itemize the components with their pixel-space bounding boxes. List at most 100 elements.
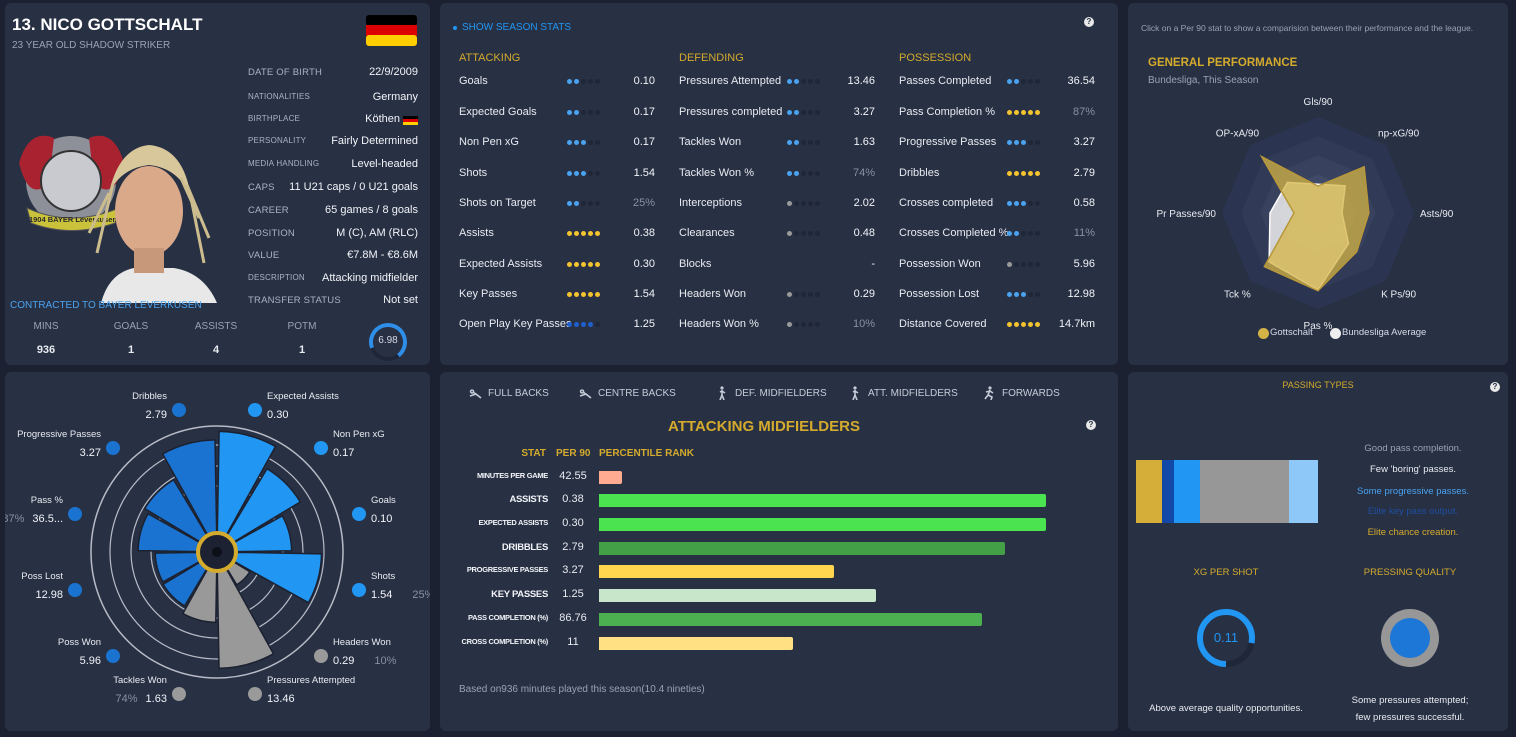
stat-label[interactable]: Expected Assists (459, 258, 543, 270)
rating-dot (595, 262, 600, 267)
germany-flag-icon (366, 15, 417, 46)
help-icon[interactable]: ? (1490, 382, 1500, 392)
role-tab[interactable]: FULL BACKS (468, 386, 549, 400)
stat-value: - (871, 258, 875, 270)
stat-label[interactable]: Tackles Won (679, 136, 742, 148)
rating-dot (1021, 79, 1026, 84)
stat-label[interactable]: Passes Completed (899, 75, 992, 87)
radar-axis-label[interactable]: Pas % (1304, 321, 1333, 332)
stat-rating-dots (787, 79, 822, 85)
pizza-legend-dot[interactable] (313, 441, 328, 456)
radar-axis-label[interactable]: K Ps/90 (1381, 290, 1416, 301)
pizza-slice-values: 5.96 (80, 655, 101, 667)
pizza-slice-value: 1.54 (370, 589, 393, 602)
radar-axis-label[interactable]: np-xG/90 (1378, 128, 1420, 139)
pizza-legend-dot[interactable] (106, 441, 121, 456)
pizza-slice[interactable] (216, 567, 275, 670)
rating-dot (815, 110, 820, 115)
stat-label[interactable]: Progressive Passes (899, 136, 997, 148)
stat-label[interactable]: Open Play Key Passes (459, 318, 572, 330)
stat-label[interactable]: Dribbles (899, 167, 940, 179)
help-icon[interactable]: ? (1086, 420, 1096, 430)
stat-label[interactable]: Tackles Won % (679, 167, 754, 179)
stat-label[interactable]: Pass Completion % (899, 106, 995, 118)
role-tab[interactable]: DEF. MIDFIELDERS (715, 386, 827, 400)
help-icon[interactable]: ? (1084, 17, 1094, 27)
role-tab[interactable]: FORWARDS (982, 386, 1060, 400)
show-season-stats-toggle[interactable]: SHOW SEASON STATS (453, 22, 571, 33)
pizza-legend-dot[interactable] (171, 403, 186, 417)
stat-label[interactable]: Interceptions (679, 197, 742, 209)
rating-dot (1035, 201, 1040, 206)
stat-label[interactable]: Shots on Target (459, 197, 536, 209)
info-value: Not set (383, 294, 418, 306)
pizza-slice-value: 0.10 (370, 512, 393, 525)
stat-label[interactable]: Pressures Attempted (679, 75, 782, 87)
stat-label[interactable]: Crosses completed (899, 197, 994, 209)
stat-label[interactable]: Assists (459, 227, 494, 239)
summary-label: MINS (33, 321, 59, 332)
role-tab[interactable]: ATT. MIDFIELDERS (848, 386, 958, 400)
rating-dot (581, 231, 586, 236)
stat-label[interactable]: Expected Goals (459, 106, 537, 118)
rating-dot (595, 292, 600, 297)
pizza-legend-dot[interactable] (313, 648, 328, 663)
stat-label[interactable]: Headers Won % (679, 318, 759, 330)
stat-label[interactable]: Goals (459, 75, 488, 87)
rating-dot (574, 262, 579, 267)
radar-axis-label[interactable]: Tck % (1224, 290, 1251, 301)
player-face (87, 145, 217, 303)
stat-label[interactable]: Distance Covered (899, 318, 987, 330)
info-value: M (C), AM (RLC) (336, 227, 418, 239)
rating-dot (808, 140, 813, 145)
radar-axis-label[interactable]: Asts/90 (1420, 209, 1454, 220)
pizza-legend-dot[interactable] (351, 583, 366, 598)
stat-label[interactable]: Headers Won (679, 288, 747, 300)
pizza-legend-dot[interactable] (351, 506, 366, 521)
pizza-slice-values: 0.17 (333, 447, 354, 459)
stat-label[interactable]: Blocks (679, 258, 712, 270)
stat-rating-dots (1007, 292, 1042, 298)
stat-label[interactable]: Crosses Completed % (899, 227, 1009, 239)
radar-axis-label[interactable]: OP-xA/90 (1216, 128, 1260, 139)
pizza-legend-dot[interactable] (68, 506, 82, 521)
pizza-legend-dot[interactable] (68, 583, 82, 598)
pizza-slice[interactable] (232, 551, 323, 604)
rating-dot (1021, 140, 1026, 145)
stat-label[interactable]: Shots (459, 167, 488, 179)
pizza-legend-dot[interactable] (171, 686, 186, 701)
stat-label[interactable]: Pressures completed (679, 106, 783, 118)
slide-tackle-icon (579, 389, 592, 399)
pizza-legend-dot[interactable] (106, 648, 121, 663)
rating-dot (1035, 262, 1040, 267)
rating-dot (801, 231, 806, 236)
stat-rating-dots (1007, 110, 1042, 116)
stat-label[interactable]: Key Passes (459, 288, 518, 300)
pizza-slice-label: Pass % (30, 494, 63, 506)
stat-label[interactable]: Possession Lost (899, 288, 980, 300)
stat-label[interactable]: Non Pen xG (459, 136, 519, 148)
contract-label[interactable]: CONTRACTED TO BAYER LEVERKUSEN (10, 300, 202, 311)
pizza-slice-value: 0.29 (332, 654, 355, 667)
pizza-grid-ring (90, 425, 344, 679)
header-stat: STAT (521, 448, 546, 459)
stat-rating-dots (787, 231, 822, 237)
rating-dot (1007, 140, 1012, 145)
legend-label: Bundesliga Average (1342, 327, 1427, 338)
stat-label[interactable]: Clearances (679, 227, 735, 239)
pizza-legend-dot[interactable] (248, 403, 263, 417)
stat-rating-dots (567, 322, 602, 328)
pizza-grid-ring (130, 465, 304, 639)
pizza-legend-dot[interactable] (248, 686, 263, 701)
stat-group-title: ATTACKING (459, 52, 521, 64)
radar-axis-label[interactable]: Gls/90 (1304, 97, 1333, 108)
help-icon[interactable] (212, 547, 222, 557)
info-value: 11 U21 caps / 0 U21 goals (289, 181, 418, 193)
stat-label[interactable]: Possession Won (899, 258, 981, 270)
percentile-bar (599, 613, 982, 626)
radar-axis-label[interactable]: Pr Passes/90 (1157, 209, 1217, 220)
role-tab[interactable]: CENTRE BACKS (578, 386, 676, 400)
rating-dot (1028, 231, 1033, 236)
pizza-grid-ring (109, 444, 325, 660)
rating-dot (794, 171, 799, 176)
